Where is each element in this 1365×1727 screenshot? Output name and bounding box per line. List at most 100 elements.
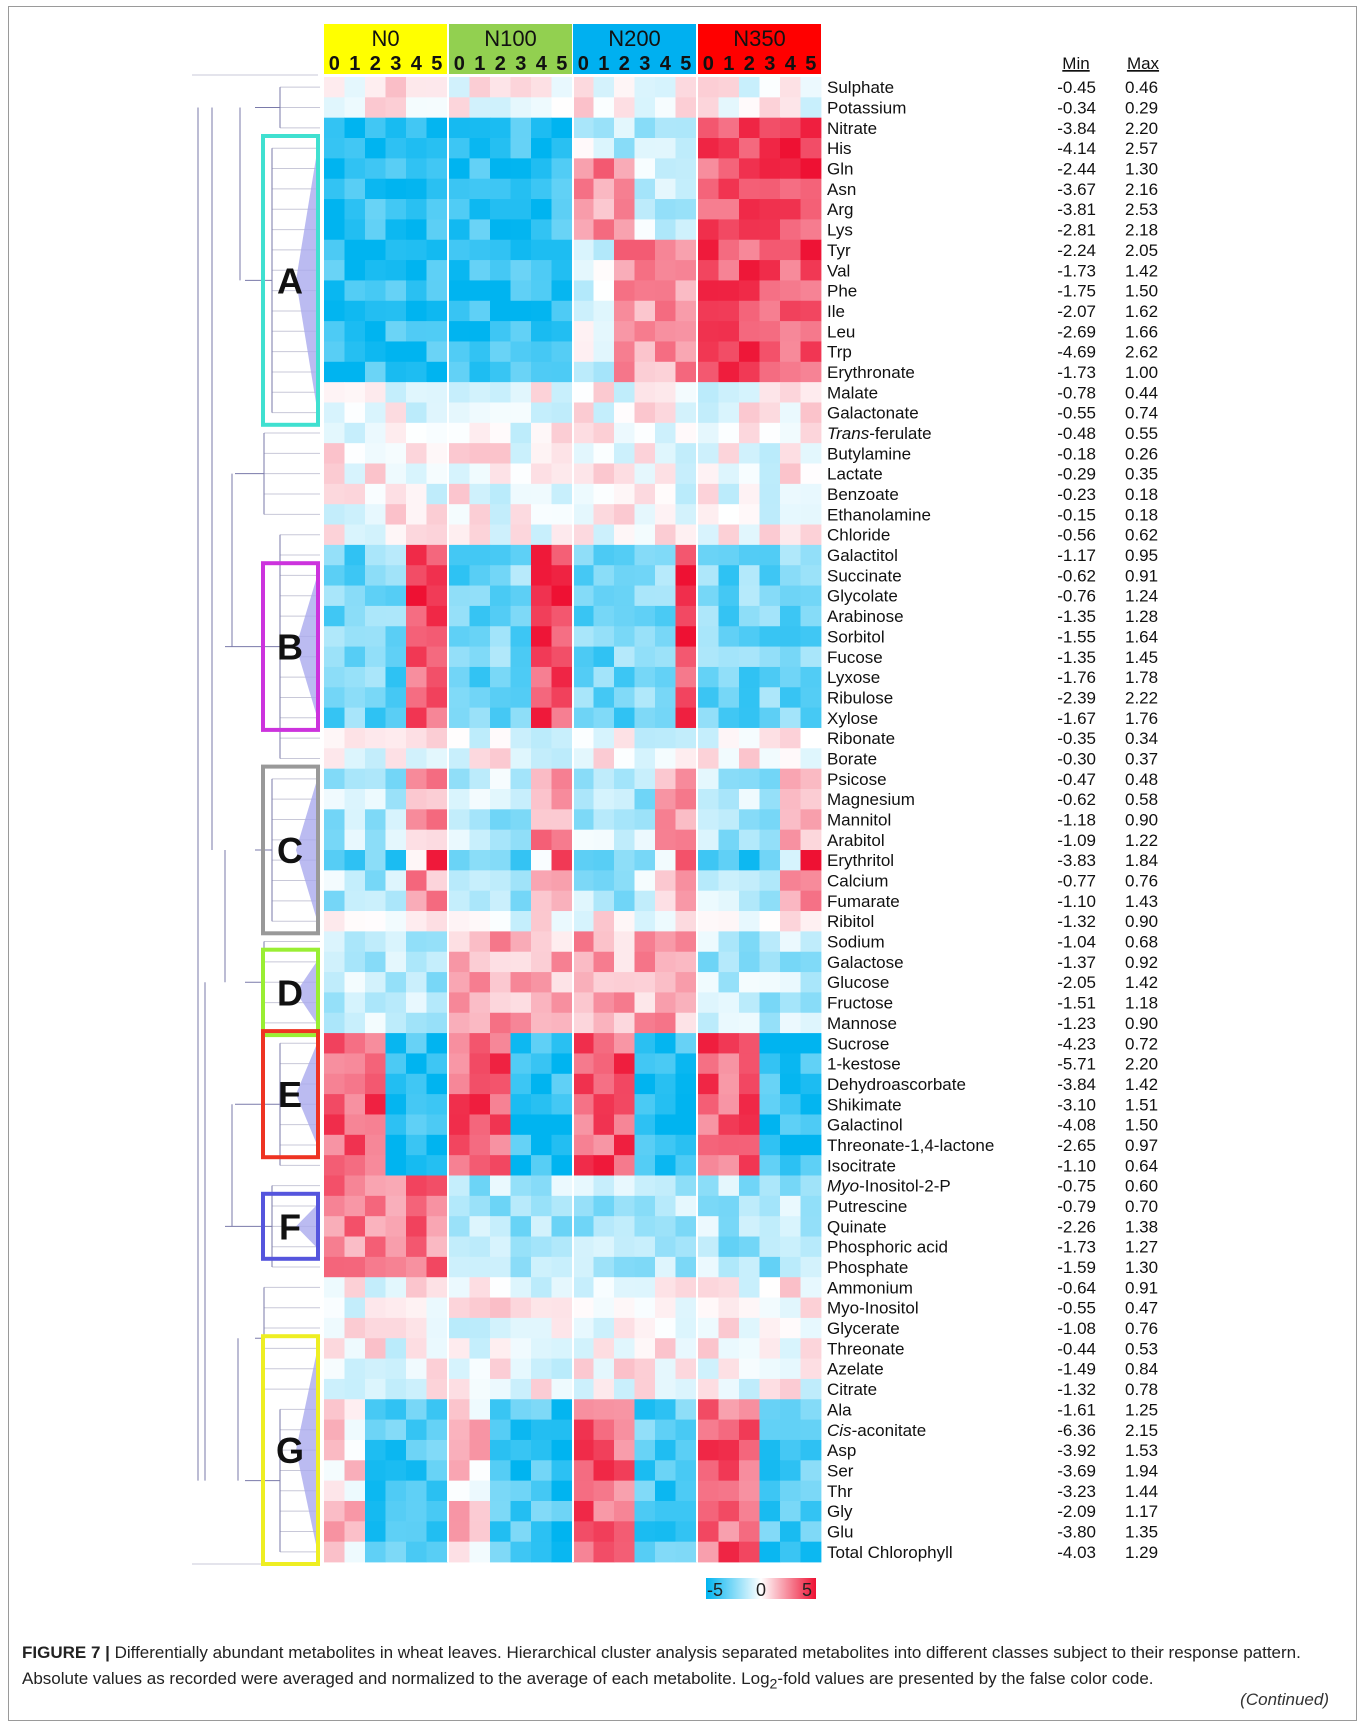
heatmap-cell — [614, 463, 635, 485]
heatmap-cell — [655, 199, 676, 220]
heatmap-cell — [510, 280, 532, 302]
heatmap-cell — [780, 524, 801, 546]
max-value: 2.22 — [1125, 688, 1158, 707]
heatmap-cell — [469, 687, 491, 709]
heatmap-cell — [510, 219, 532, 241]
heatmap-cell — [573, 1012, 594, 1034]
heatmap-cell — [780, 1521, 801, 1543]
heatmap-cell — [739, 504, 760, 525]
max-value: 1.84 — [1125, 851, 1158, 870]
heatmap-cell — [780, 666, 801, 688]
heatmap-cell — [593, 321, 615, 342]
heatmap-cell — [490, 1541, 511, 1563]
max-value: 1.43 — [1125, 892, 1158, 911]
heatmap-cell — [406, 585, 427, 607]
heatmap-cell — [406, 1053, 427, 1075]
heatmap-cell — [634, 422, 656, 444]
heatmap-cell — [551, 850, 573, 871]
heatmap-cell — [739, 626, 760, 647]
heatmap-cell — [614, 911, 635, 932]
heatmap-cell — [634, 788, 656, 810]
heatmap-cell — [449, 1236, 470, 1258]
heatmap-cell — [324, 1155, 345, 1176]
min-value: -1.32 — [1057, 912, 1096, 931]
heatmap-cell — [490, 280, 511, 302]
heatmap-cell — [800, 1073, 822, 1095]
heatmap-cell — [614, 565, 635, 586]
heatmap-cell — [614, 504, 635, 525]
heatmap-cell — [675, 1256, 697, 1278]
heatmap-cell — [406, 117, 427, 139]
heatmap-cell — [634, 321, 656, 342]
heatmap-cell — [634, 1094, 656, 1115]
heatmap-cell — [698, 117, 719, 139]
heatmap-cell — [385, 1500, 407, 1522]
timepoint-label: 4 — [411, 53, 423, 75]
heatmap-cell — [780, 1134, 801, 1156]
heatmap-cell — [593, 829, 615, 851]
heatmap-cell — [365, 1033, 386, 1054]
heatmap-cell — [469, 321, 491, 342]
heatmap-cell — [573, 931, 594, 953]
heatmap-cell — [551, 951, 573, 973]
heatmap-cell — [634, 748, 656, 770]
heatmap-cell — [739, 1541, 760, 1563]
heatmap-cell — [739, 1439, 760, 1461]
heatmap-cell — [593, 138, 615, 159]
heatmap-cell — [406, 504, 427, 525]
heatmap-cell — [573, 321, 594, 342]
heatmap-cell — [655, 1297, 676, 1319]
heatmap-cell — [406, 1541, 427, 1563]
heatmap-cell — [510, 97, 532, 119]
heatmap-cell — [426, 870, 448, 892]
max-value: 0.95 — [1125, 546, 1158, 565]
heatmap-cell — [469, 199, 491, 220]
heatmap-cell — [718, 911, 740, 932]
heatmap-cell — [531, 260, 552, 281]
heatmap-cell — [449, 1317, 470, 1339]
heatmap-cell — [469, 1073, 491, 1095]
heatmap-cell — [614, 1460, 635, 1482]
heatmap-cell — [573, 626, 594, 647]
heatmap-cell — [344, 178, 366, 200]
heatmap-cell — [490, 768, 511, 790]
heatmap-cell — [573, 239, 594, 261]
heatmap-cell — [675, 585, 697, 607]
heatmap-cell — [344, 1073, 366, 1095]
heatmap-cell — [593, 605, 615, 627]
max-value: 1.94 — [1125, 1462, 1158, 1481]
heatmap-cell — [573, 504, 594, 525]
heatmap-cell — [614, 1480, 635, 1502]
heatmap-cell — [449, 585, 470, 607]
heatmap-cell — [531, 1195, 552, 1217]
heatmap-cell — [324, 504, 345, 525]
heatmap-cell — [365, 707, 386, 729]
heatmap-cell — [365, 687, 386, 709]
heatmap-cell — [510, 1358, 532, 1380]
heatmap-cell — [531, 443, 552, 464]
heatmap-cell — [551, 138, 573, 159]
heatmap-cell — [449, 1439, 470, 1461]
heatmap-cell — [324, 1195, 345, 1217]
heatmap-cell — [614, 1114, 635, 1136]
heatmap-cell — [344, 992, 366, 1014]
min-value: -3.23 — [1057, 1482, 1096, 1501]
heatmap-cell — [675, 1419, 697, 1441]
heatmap-cell — [800, 666, 822, 688]
heatmap-cell — [759, 1500, 781, 1522]
heatmap-cell — [510, 1012, 532, 1034]
metabolite-label: Calcium — [827, 872, 888, 891]
heatmap-cell — [634, 1521, 656, 1543]
heatmap-cell — [593, 260, 615, 281]
heatmap-cell — [469, 788, 491, 810]
heatmap-cell — [510, 1256, 532, 1278]
heatmap-cell — [655, 1053, 676, 1075]
heatmap-cell — [469, 1460, 491, 1482]
heatmap-cell — [718, 1277, 740, 1298]
heatmap-cell — [324, 972, 345, 993]
heatmap-cell — [655, 361, 676, 383]
heatmap-cell — [718, 199, 740, 220]
heatmap-cell — [344, 97, 366, 119]
heatmap-cell — [780, 1358, 801, 1380]
heatmap-cell — [490, 850, 511, 871]
